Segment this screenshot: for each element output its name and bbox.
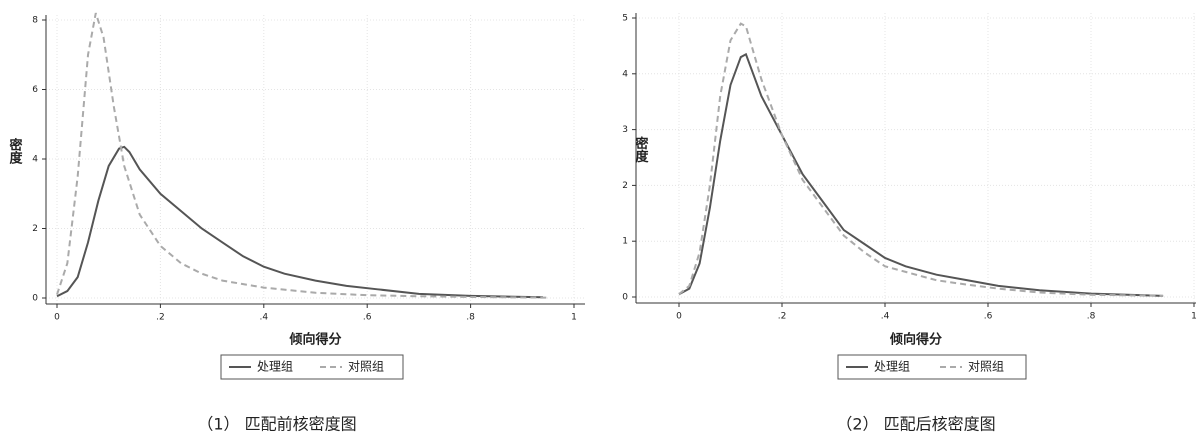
legend-label: 对照组 [968,360,1004,374]
y-tick-label: 4 [32,155,38,165]
legend-box [837,354,1027,380]
legend-box [220,354,404,380]
y-axis-label: 密度 [633,136,650,164]
x-axis-label: 倾向得分 [889,332,942,348]
legend-label: 对照组 [348,360,384,374]
y-tick-label: 5 [622,14,628,24]
y-tick-label: 0 [32,294,38,304]
x-tick-label: 0 [676,312,682,322]
density-line [678,52,1164,297]
y-tick-label: 6 [32,85,38,95]
x-tick-label: .4 [260,313,269,323]
x-tick-label: .8 [1087,312,1096,322]
x-tick-label: 0 [54,313,60,323]
y-tick-label: 0 [622,293,628,303]
y-tick-label: 4 [622,69,628,79]
y-tick-label: 2 [32,224,38,234]
x-tick-label: .8 [466,313,475,323]
legend-label: 处理组 [257,360,293,374]
density-line [678,22,1164,297]
caption: （2） 匹配后核密度图 [836,415,995,434]
density-line [56,12,549,299]
x-tick-label: .6 [984,312,993,322]
caption: （1） 匹配前核密度图 [197,415,356,434]
x-tick-label: 1 [571,313,577,323]
x-tick-label: .4 [881,312,890,322]
y-tick-label: 2 [622,181,628,191]
x-axis-label: 倾向得分 [288,332,341,348]
x-tick-label: .2 [778,312,787,322]
y-tick-label: 3 [622,125,628,135]
x-tick-label: .2 [156,313,165,323]
y-tick-label: 1 [622,237,628,247]
x-tick-label: 1 [1191,312,1197,322]
x-tick-label: .6 [363,313,372,323]
legend-label: 处理组 [874,360,910,374]
y-axis-label: 密度 [7,137,24,165]
y-tick-label: 8 [32,16,38,26]
density-line [56,145,543,299]
